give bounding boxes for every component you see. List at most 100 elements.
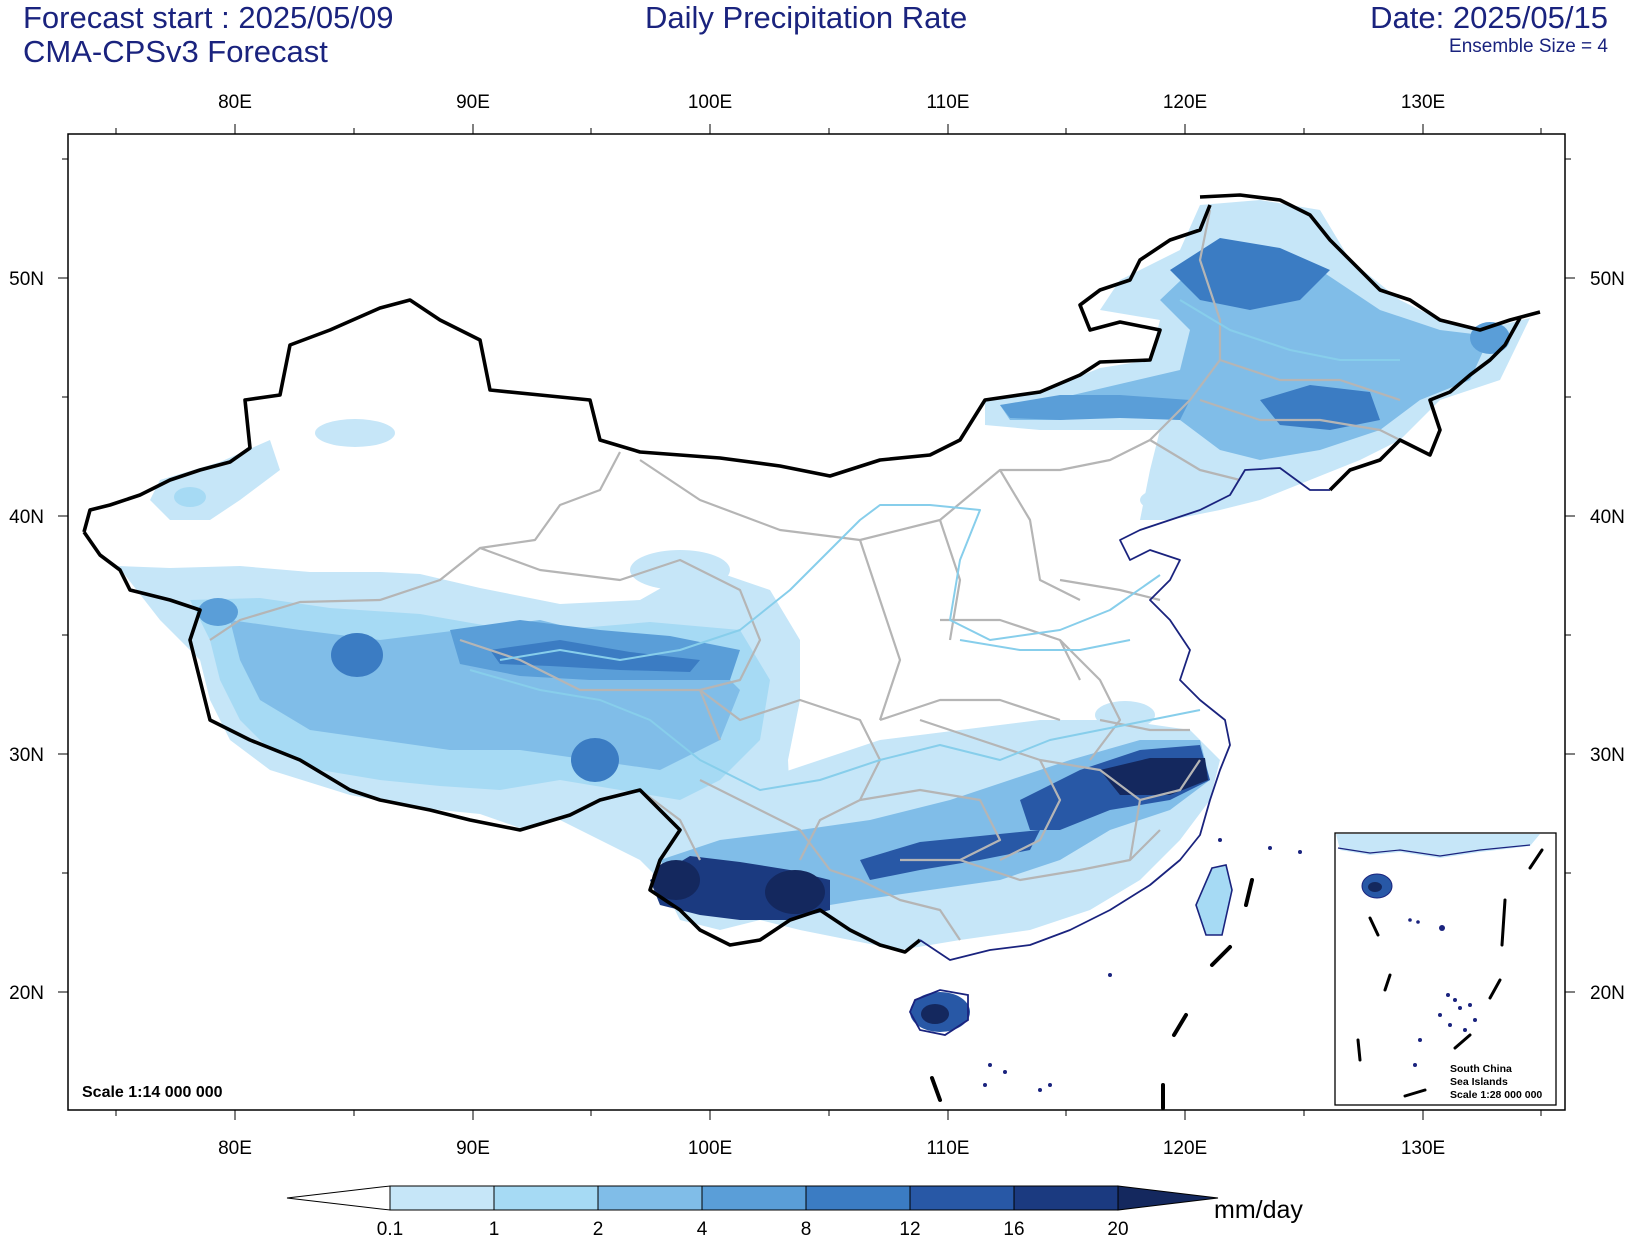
province-boundary-jilin <box>1199 398 1421 451</box>
latitude-labels-right: 50N 40N 30N 20N <box>1590 269 1625 1004</box>
dash-segment <box>1356 1038 1362 1062</box>
precip-cell-junggar <box>315 419 395 447</box>
province-boundary-shanxi <box>938 519 962 641</box>
inset-islands <box>1408 918 1477 1067</box>
island-dot <box>1413 1063 1417 1067</box>
colorbar-bin-6 <box>909 1185 1015 1211</box>
lon-label-top: 110E <box>927 92 970 113</box>
island-dot <box>1438 1013 1442 1017</box>
lon-label-bottom: 110E <box>927 1138 970 1159</box>
island-dot <box>1439 925 1445 931</box>
dash-segment <box>1500 898 1507 947</box>
island-dot <box>988 1063 992 1067</box>
colorbar-tick-label: 8 <box>801 1219 812 1236</box>
province-boundary-guizhou <box>859 788 1002 862</box>
island-dot <box>1268 846 1272 850</box>
dash-segment <box>1453 1033 1472 1050</box>
latitude-labels-left: 50N 40N 30N 20N <box>9 269 44 1004</box>
colorbar-tick-label: 20 <box>1107 1219 1128 1236</box>
island-dot <box>1468 1003 1472 1007</box>
island-dot <box>1218 838 1222 842</box>
dash-segment <box>1172 1013 1188 1037</box>
lon-label-bottom: 130E <box>1401 1138 1445 1159</box>
dash-segment <box>930 1076 942 1102</box>
south-china-sea-islands <box>983 838 1302 1092</box>
colorbar-bin-4 <box>701 1185 807 1211</box>
lat-label-left: 50N <box>9 269 44 290</box>
province-boundary-guangdong <box>959 829 1161 882</box>
precip-cell-karakoram <box>198 598 238 626</box>
province-boundary-jiangxi <box>1039 758 1142 861</box>
precipitation-field <box>118 200 1530 1032</box>
precip-region-yangtze-max <box>1100 758 1208 795</box>
forecast-start-label: Forecast start : 2025/05/09 <box>23 0 394 35</box>
yangtze-river <box>469 669 1201 791</box>
inset-frame <box>1334 832 1557 1106</box>
precip-cell-yunnan-west <box>652 860 700 900</box>
island-dot <box>1298 850 1302 854</box>
province-boundary-sichuan <box>699 689 882 861</box>
province-boundary-hubei <box>879 698 1061 722</box>
dash-segment <box>1403 1088 1427 1098</box>
colorbar: 0.1 1 2 4 8 12 16 20 mm/day <box>286 1185 1303 1236</box>
lat-label-right: 20N <box>1590 983 1625 1004</box>
island-dot <box>1416 920 1420 924</box>
inset-label-line2: Sea Islands <box>1450 1076 1508 1088</box>
island-dot <box>1463 1028 1467 1032</box>
island-dot <box>1038 1088 1042 1092</box>
lat-label-right: 40N <box>1590 507 1625 528</box>
national-border <box>82 204 1212 533</box>
province-boundary-tibet-east <box>639 789 701 861</box>
longitude-labels-top: 80E 90E 100E 110E 120E 130E <box>218 92 1445 113</box>
precip-cell-tianshan-small <box>174 487 206 507</box>
precip-cell-qaidam <box>630 550 730 590</box>
dashed-boundary <box>930 878 1254 1110</box>
lon-label-top: 120E <box>1163 92 1207 113</box>
map-title: Daily Precipitation Rate <box>645 0 968 35</box>
lat-label-left: 30N <box>9 745 44 766</box>
precip-region-taiwan <box>1196 865 1232 935</box>
colorbar-tick-label: 12 <box>899 1219 920 1236</box>
island-dot <box>1473 1018 1477 1022</box>
colorbar-tick-label: 1 <box>489 1219 500 1236</box>
map-scale-label: Scale 1:14 000 000 <box>82 1084 223 1101</box>
province-boundary-liaoning <box>1149 439 1241 482</box>
province-boundary-inner-mongolia <box>639 209 1222 542</box>
precip-cell-west-tibet <box>331 633 383 677</box>
island-dot <box>1448 1023 1452 1027</box>
precip-cell-yunnan-south <box>765 870 825 914</box>
island-dot <box>1003 1070 1007 1074</box>
inset-land-precip <box>1336 834 1540 858</box>
colorbar-unit-label: mm/day <box>1214 1196 1303 1224</box>
coastline <box>919 467 1330 961</box>
lon-label-bottom: 90E <box>456 1138 490 1159</box>
colorbar-bin-1 <box>389 1185 495 1211</box>
ensemble-size-label: Ensemble Size = 4 <box>1449 36 1608 57</box>
dash-segment <box>1488 978 1502 1000</box>
colorbar-low-triangle <box>286 1185 391 1211</box>
dash-segment <box>1383 973 1392 992</box>
valid-date-label: Date: 2025/05/15 <box>1370 0 1608 35</box>
colorbar-tick-label: 16 <box>1003 1219 1024 1236</box>
island-dot <box>1458 1006 1462 1010</box>
colorbar-tick-label: 2 <box>593 1219 604 1236</box>
precip-cell-bohai <box>1140 490 1180 510</box>
precip-region-horqin <box>1000 395 1190 420</box>
province-boundary-hebei <box>999 469 1081 601</box>
province-boundary-shandong <box>1059 578 1161 602</box>
precip-cell-central-tibet <box>571 738 619 782</box>
island-dot <box>983 1083 987 1087</box>
province-boundary-yunnan <box>699 779 861 882</box>
longitude-labels-bottom: 80E 90E 100E 110E 120E 130E <box>218 1138 1445 1159</box>
lat-label-left: 20N <box>9 983 44 1004</box>
island-dot <box>1418 1038 1422 1042</box>
lat-label-right: 50N <box>1590 269 1625 290</box>
axis-ticks <box>58 124 1575 1120</box>
lon-label-bottom: 120E <box>1163 1138 1207 1159</box>
island-dot <box>1446 993 1450 997</box>
lat-label-left: 40N <box>9 507 44 528</box>
dash-segment <box>1244 878 1254 907</box>
lon-label-top: 130E <box>1401 92 1445 113</box>
yellow-river <box>499 504 1161 661</box>
